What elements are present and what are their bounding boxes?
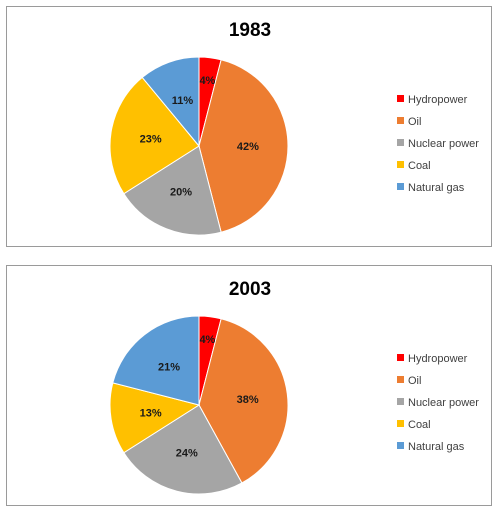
chart-title: 2003 <box>229 279 271 300</box>
pie-slice-coal <box>109 382 201 454</box>
pie-slice-natural-gas <box>141 56 200 148</box>
legend-swatch-coal <box>397 420 404 427</box>
data-label-coal: 23% <box>140 133 162 145</box>
legend-swatch-hydropower <box>397 354 404 361</box>
legend: Hydropower Oil Nuclear power Coal Natural ga… <box>397 94 479 194</box>
legend-label-nuclear-power: Nuclear power <box>408 397 479 409</box>
pie-chart-1983: 1983 4% 42% 20% 23% 11% Hydropower Oil Nuclear… <box>109 20 479 236</box>
data-label-oil: 42% <box>237 141 259 153</box>
legend-label-coal: Coal <box>408 160 431 172</box>
legend-swatch-natural-gas <box>397 442 404 449</box>
legend-label-nuclear-power: Nuclear power <box>408 138 479 150</box>
data-label-oil: 38% <box>237 394 259 406</box>
data-label-nuclear-power: 20% <box>170 187 192 199</box>
legend-label-hydropower: Hydropower <box>408 94 468 106</box>
pie-slice-nuclear-power <box>123 404 243 495</box>
legend-swatch-nuclear-power <box>397 139 404 146</box>
legend-swatch-nuclear-power <box>397 398 404 405</box>
legend-label-natural-gas: Natural gas <box>408 441 465 453</box>
pie-slice-nuclear-power <box>123 145 222 236</box>
chart-panel-2003: 2003 4% 38% 24% 13% 21% Hydropower Oil Nuclear… <box>6 265 492 506</box>
pie-slice-natural-gas <box>112 315 200 406</box>
data-label-natural-gas: 21% <box>158 361 180 373</box>
pie-slice-oil <box>198 59 289 233</box>
legend-swatch-natural-gas <box>397 183 404 190</box>
pie-slice-oil <box>198 318 289 484</box>
legend-swatch-hydropower <box>397 95 404 102</box>
legend-swatch-oil <box>397 117 404 124</box>
pie-slice-coal <box>109 76 200 195</box>
legend-label-natural-gas: Natural gas <box>408 182 465 194</box>
chart-panel-1983: 1983 4% 42% 20% 23% 11% Hydropower Oil Nuclear… <box>6 6 492 247</box>
legend-swatch-oil <box>397 376 404 383</box>
legend: Hydropower Oil Nuclear power Coal Natural ga… <box>397 353 479 453</box>
data-label-nuclear-power: 24% <box>176 447 198 459</box>
data-label-hydropower: 4% <box>199 334 215 346</box>
legend-label-oil: Oil <box>408 116 421 128</box>
chart-title: 1983 <box>229 20 271 41</box>
legend-swatch-coal <box>397 161 404 168</box>
data-label-coal: 13% <box>140 408 162 420</box>
data-label-natural-gas: 11% <box>172 95 194 107</box>
data-label-hydropower: 4% <box>199 75 215 87</box>
legend-label-hydropower: Hydropower <box>408 353 468 365</box>
legend-label-oil: Oil <box>408 375 421 387</box>
legend-label-coal: Coal <box>408 419 431 431</box>
pie-chart-2003: 2003 4% 38% 24% 13% 21% Hydropower Oil Nuclear… <box>109 279 479 495</box>
